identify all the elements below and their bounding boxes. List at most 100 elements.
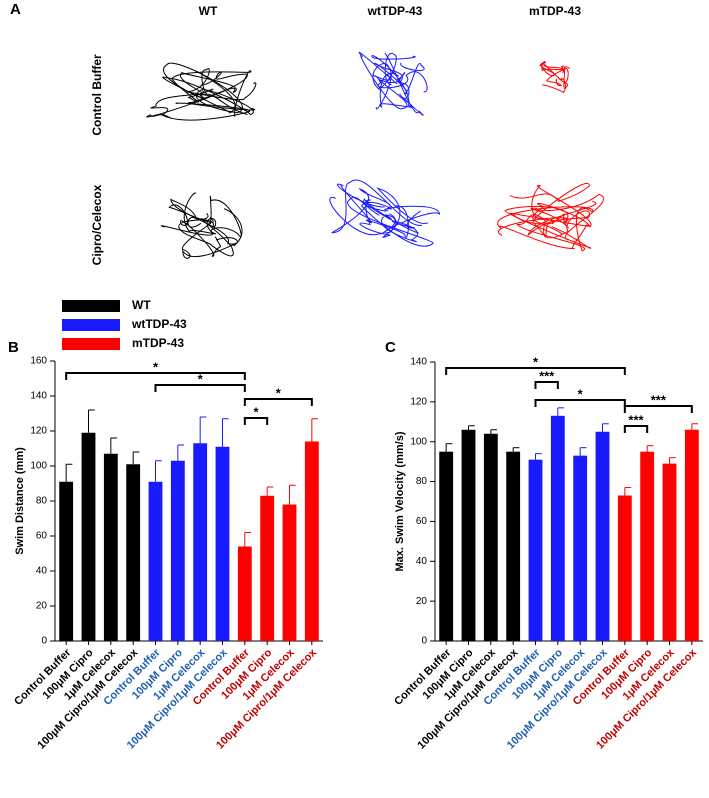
error-bar (557, 407, 565, 416)
bar (193, 443, 208, 641)
error-bar (244, 532, 252, 547)
y-tick-label: 120 (30, 426, 47, 437)
trajectory (179, 72, 256, 111)
significance-label: *** (539, 368, 555, 383)
legend-label: WT (132, 298, 151, 312)
legend-label: mTDP-43 (132, 336, 184, 350)
row-label: Cipro/Celecox (90, 184, 104, 265)
trajectory (384, 52, 424, 116)
trajectory (381, 210, 421, 243)
bar (260, 495, 275, 641)
trajectory (546, 67, 569, 87)
trajectories (146, 51, 604, 259)
y-tick-label: 120 (410, 396, 427, 407)
bar (126, 464, 141, 641)
error-bar (669, 457, 676, 464)
trajectory (377, 71, 428, 93)
bar (103, 453, 118, 641)
panel-letter: C (385, 339, 396, 356)
trajectory (160, 196, 242, 237)
bar (170, 460, 185, 641)
column-label: mTDP-43 (529, 4, 581, 18)
significance-label: *** (651, 392, 667, 407)
trajectory (541, 62, 567, 94)
bar (573, 455, 588, 641)
error-bar (691, 423, 699, 430)
significance-label: * (198, 371, 204, 386)
significance-bracket (445, 367, 626, 375)
significance-label: * (578, 386, 584, 401)
error-bar (535, 453, 542, 460)
significance-bracket (65, 372, 246, 380)
error-bar (199, 416, 207, 444)
trajectory (359, 199, 419, 238)
row-label: Control Buffer (90, 54, 104, 136)
significance-bracket (534, 399, 626, 407)
y-tick-label: 0 (421, 636, 427, 647)
panel-letter: B (8, 339, 19, 356)
column-label: wtTDP-43 (367, 4, 423, 18)
significance-bracket (534, 381, 559, 389)
y-tick-label: 100 (30, 461, 47, 472)
chart: B Swim Distance (mm) 0 20 40 60 80 100 120 140 160… (8, 339, 323, 752)
bar (148, 481, 163, 641)
error-bar (512, 447, 520, 452)
y-tick-label: 60 (36, 531, 48, 542)
significance-bracket (623, 425, 649, 433)
bar (662, 463, 677, 641)
error-bar (289, 484, 296, 505)
error-bar (602, 423, 609, 432)
legend-swatch (62, 338, 120, 350)
bar (282, 504, 297, 641)
bar (528, 459, 543, 641)
bar (483, 433, 498, 641)
y-tick-label: 20 (416, 596, 428, 607)
y-tick-label: 40 (36, 566, 48, 577)
error-bar (155, 460, 162, 482)
error-bar (88, 409, 95, 433)
legend-swatch (62, 300, 120, 312)
bar (304, 441, 319, 641)
column-label: WT (199, 4, 218, 18)
error-bar (110, 437, 118, 454)
error-bar (65, 463, 73, 482)
bar (617, 495, 632, 641)
trajectory (373, 62, 425, 94)
bar (684, 429, 699, 641)
error-bar (222, 418, 229, 447)
y-axis-label: Max. Swim Velocity (mm/s) (394, 431, 406, 571)
significance-bracket (243, 417, 269, 425)
error-bar (490, 429, 498, 434)
trajectory (329, 196, 396, 236)
trajectory (150, 90, 251, 121)
bar (550, 415, 565, 641)
trajectory (162, 70, 254, 116)
significance-label: *** (628, 412, 644, 427)
significance-label: * (533, 354, 539, 369)
bar (215, 446, 230, 641)
error-bar (468, 425, 475, 430)
y-tick-label: 40 (416, 556, 428, 567)
error-bar (311, 418, 319, 442)
y-tick-label: 100 (410, 436, 427, 447)
bar (439, 451, 454, 641)
error-bar (445, 443, 453, 452)
y-tick-label: 80 (36, 496, 48, 507)
legend-label: wtTDP-43 (131, 317, 187, 331)
y-tick-label: 20 (36, 601, 48, 612)
error-bar (266, 486, 274, 496)
trajectory (498, 205, 591, 249)
panel-letter: A (10, 1, 21, 18)
y-tick-label: 140 (30, 391, 47, 402)
significance-label: * (276, 385, 282, 400)
trajectory (168, 204, 222, 257)
chart: C Max. Swim Velocity (mm/s) 0 20 40 60 80 100 12… (385, 339, 703, 752)
trajectory (163, 62, 248, 115)
legend: WT wtTDP-43 mTDP-43 (62, 298, 187, 350)
y-tick-label: 0 (41, 636, 47, 647)
trajectory (539, 61, 571, 75)
y-tick-label: 80 (416, 476, 428, 487)
legend-swatch (62, 319, 120, 331)
y-axis-label: Swim Distance (mm) (14, 447, 26, 555)
